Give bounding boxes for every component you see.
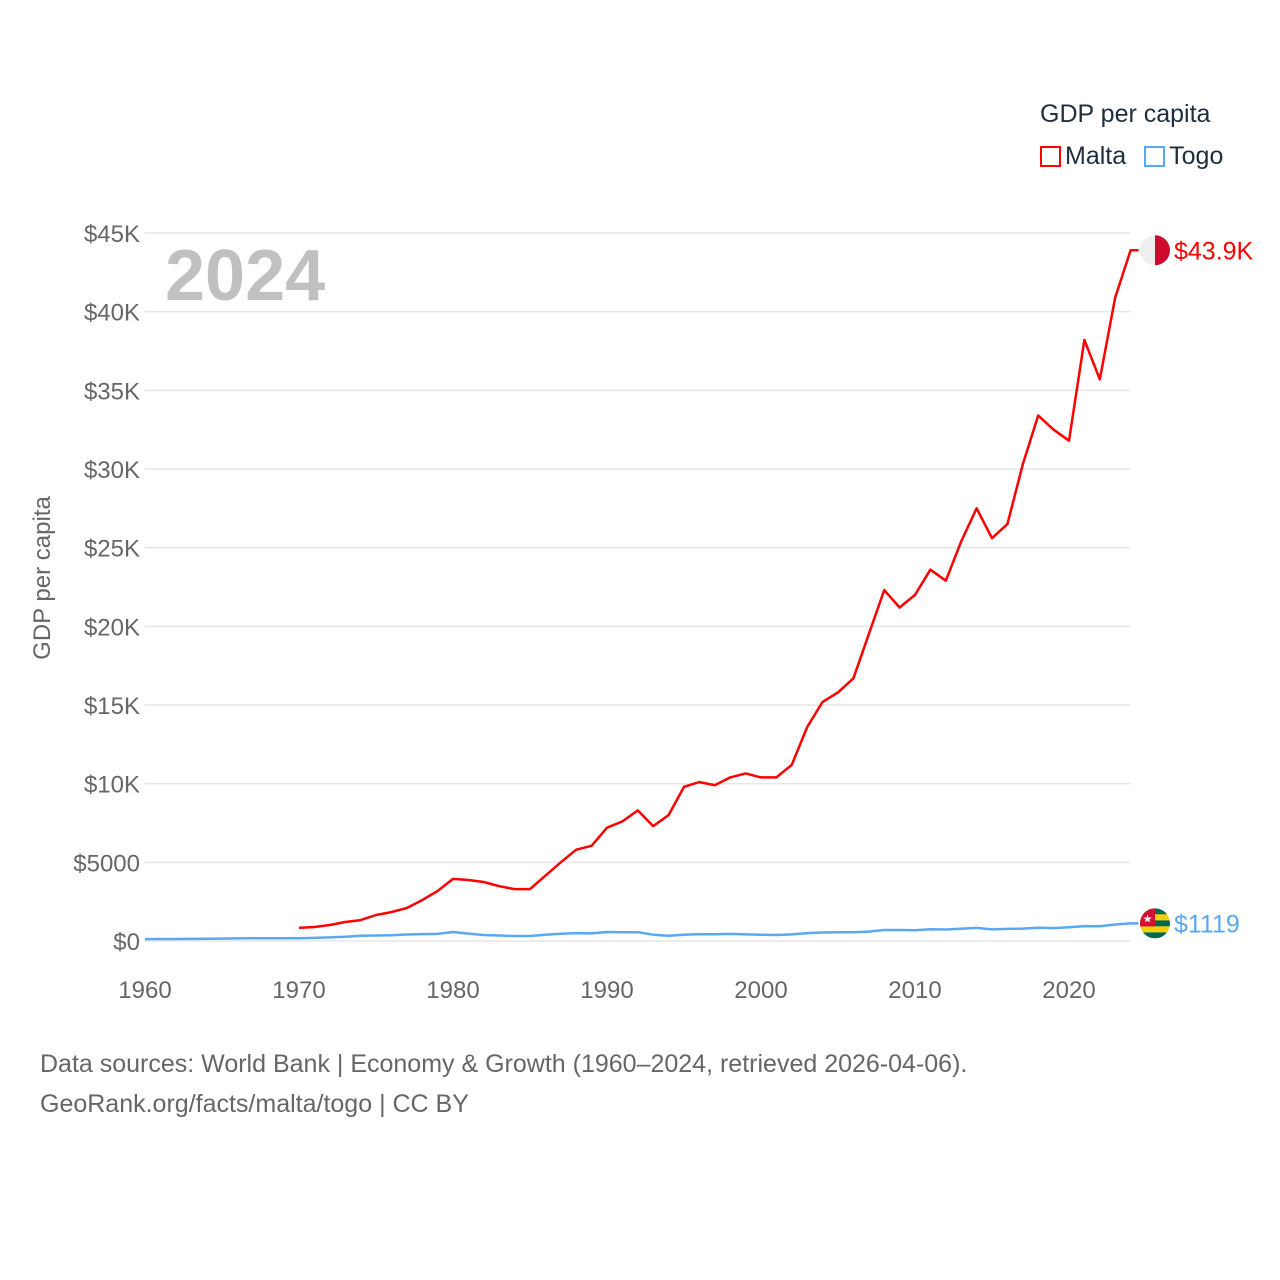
legend-swatch-malta (1040, 146, 1061, 167)
end-label-togo: $1119 (1174, 910, 1240, 938)
y-tick-label: $25K (84, 536, 140, 563)
x-tick-label: 2010 (888, 977, 941, 1004)
legend-item-togo[interactable]: Togo (1144, 142, 1223, 171)
y-tick-label: $20K (84, 614, 140, 641)
y-tick-label: $15K (84, 693, 140, 720)
source-link[interactable]: GeoRank.org/facts/malta/togo | CC BY (40, 1090, 469, 1118)
end-label-malta: $43.9K (1174, 237, 1254, 265)
y-tick-label: $5000 (73, 850, 140, 877)
legend-item-malta[interactable]: Malta (1040, 142, 1126, 171)
x-tick-label: 1960 (118, 977, 171, 1004)
x-tick-label: 2020 (1042, 977, 1095, 1004)
y-axis-label: GDP per capita (29, 496, 56, 660)
year-watermark: 2024 (165, 236, 325, 316)
x-tick-label: 1990 (580, 977, 633, 1004)
legend-label-malta: Malta (1065, 142, 1127, 170)
footer: Data sources: World Bank | Economy & Gro… (40, 1044, 967, 1124)
legend-swatch-togo (1144, 146, 1166, 167)
legend-label-togo: Togo (1169, 142, 1224, 170)
y-tick-label: $40K (84, 300, 140, 327)
x-tick-label: 1980 (426, 977, 479, 1004)
data-source-note: Data sources: World Bank | Economy & Gro… (40, 1050, 968, 1078)
x-tick-label: 2000 (734, 977, 787, 1004)
legend: Malta Togo (1040, 142, 1235, 171)
y-tick-label: $30K (84, 457, 140, 484)
y-tick-label: $10K (84, 772, 140, 799)
y-tick-label: $35K (84, 378, 140, 405)
y-tick-label: $0 (113, 929, 140, 956)
legend-title: GDP per capita (1040, 100, 1211, 128)
x-tick-label: 1970 (272, 977, 325, 1004)
series-line-malta (298, 249, 1139, 930)
flag-malta-icon (1140, 235, 1171, 266)
series-line-togo (144, 922, 1139, 941)
flag-togo-icon: ★ (1140, 908, 1170, 939)
svg-text:★: ★ (1143, 913, 1153, 925)
y-tick-label: $45K (84, 221, 140, 248)
